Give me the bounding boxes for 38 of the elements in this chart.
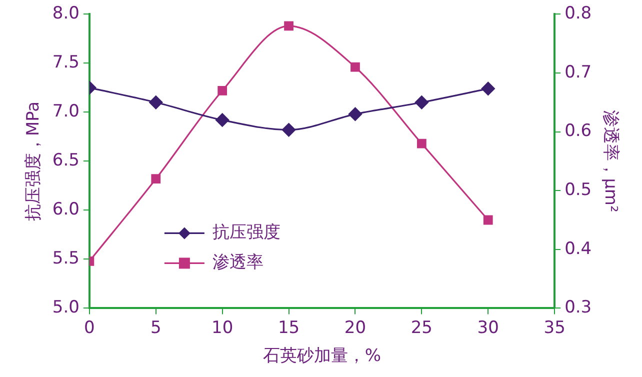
y2-tick-label: 0.7 — [564, 62, 592, 82]
y-tick-label: 5.0 — [52, 298, 80, 318]
x-tick-label: 0 — [84, 318, 95, 338]
x-tick-label: 20 — [344, 318, 366, 338]
legend-label: 抗压强度 — [212, 222, 280, 243]
point — [481, 82, 495, 96]
point — [216, 113, 230, 127]
point — [284, 21, 294, 31]
point — [348, 107, 362, 121]
point — [282, 123, 296, 137]
x-axis-title: 石英砂加量，% — [262, 346, 382, 366]
y2-tick-label: 0.6 — [564, 121, 592, 142]
point — [151, 174, 161, 184]
x-tick-label: 15 — [278, 318, 300, 338]
y-tick-label: 6.0 — [52, 200, 80, 220]
x-tick-label: 30 — [477, 318, 499, 338]
legend-label: 渗透率 — [212, 252, 264, 273]
x-tick-label: 35 — [544, 318, 566, 338]
y2-tick-label: 0.8 — [564, 4, 592, 24]
y2-axis-title: 渗透率，μm² — [600, 110, 620, 212]
x-tick-label: 5 — [150, 318, 162, 338]
x-tick-label: 25 — [410, 318, 432, 338]
point — [350, 62, 360, 72]
x-tick-label: 10 — [212, 318, 234, 338]
y2-tick-label: 0.5 — [564, 180, 592, 200]
point — [149, 96, 163, 110]
y2-tick-label: 0.4 — [564, 238, 592, 259]
y-tick-label: 8.0 — [52, 4, 80, 24]
y-tick-label: 5.5 — [52, 248, 80, 269]
y-tick-label: 7.5 — [52, 52, 80, 73]
point — [218, 86, 228, 96]
y-tick-label: 7.0 — [52, 102, 80, 122]
y2-tick-label: 0.3 — [564, 298, 592, 318]
point — [416, 138, 426, 148]
y-axis-title: 抗压强度，MPa — [24, 101, 44, 221]
point — [483, 215, 493, 225]
point — [414, 96, 428, 110]
y-tick-label: 6.5 — [52, 150, 80, 171]
